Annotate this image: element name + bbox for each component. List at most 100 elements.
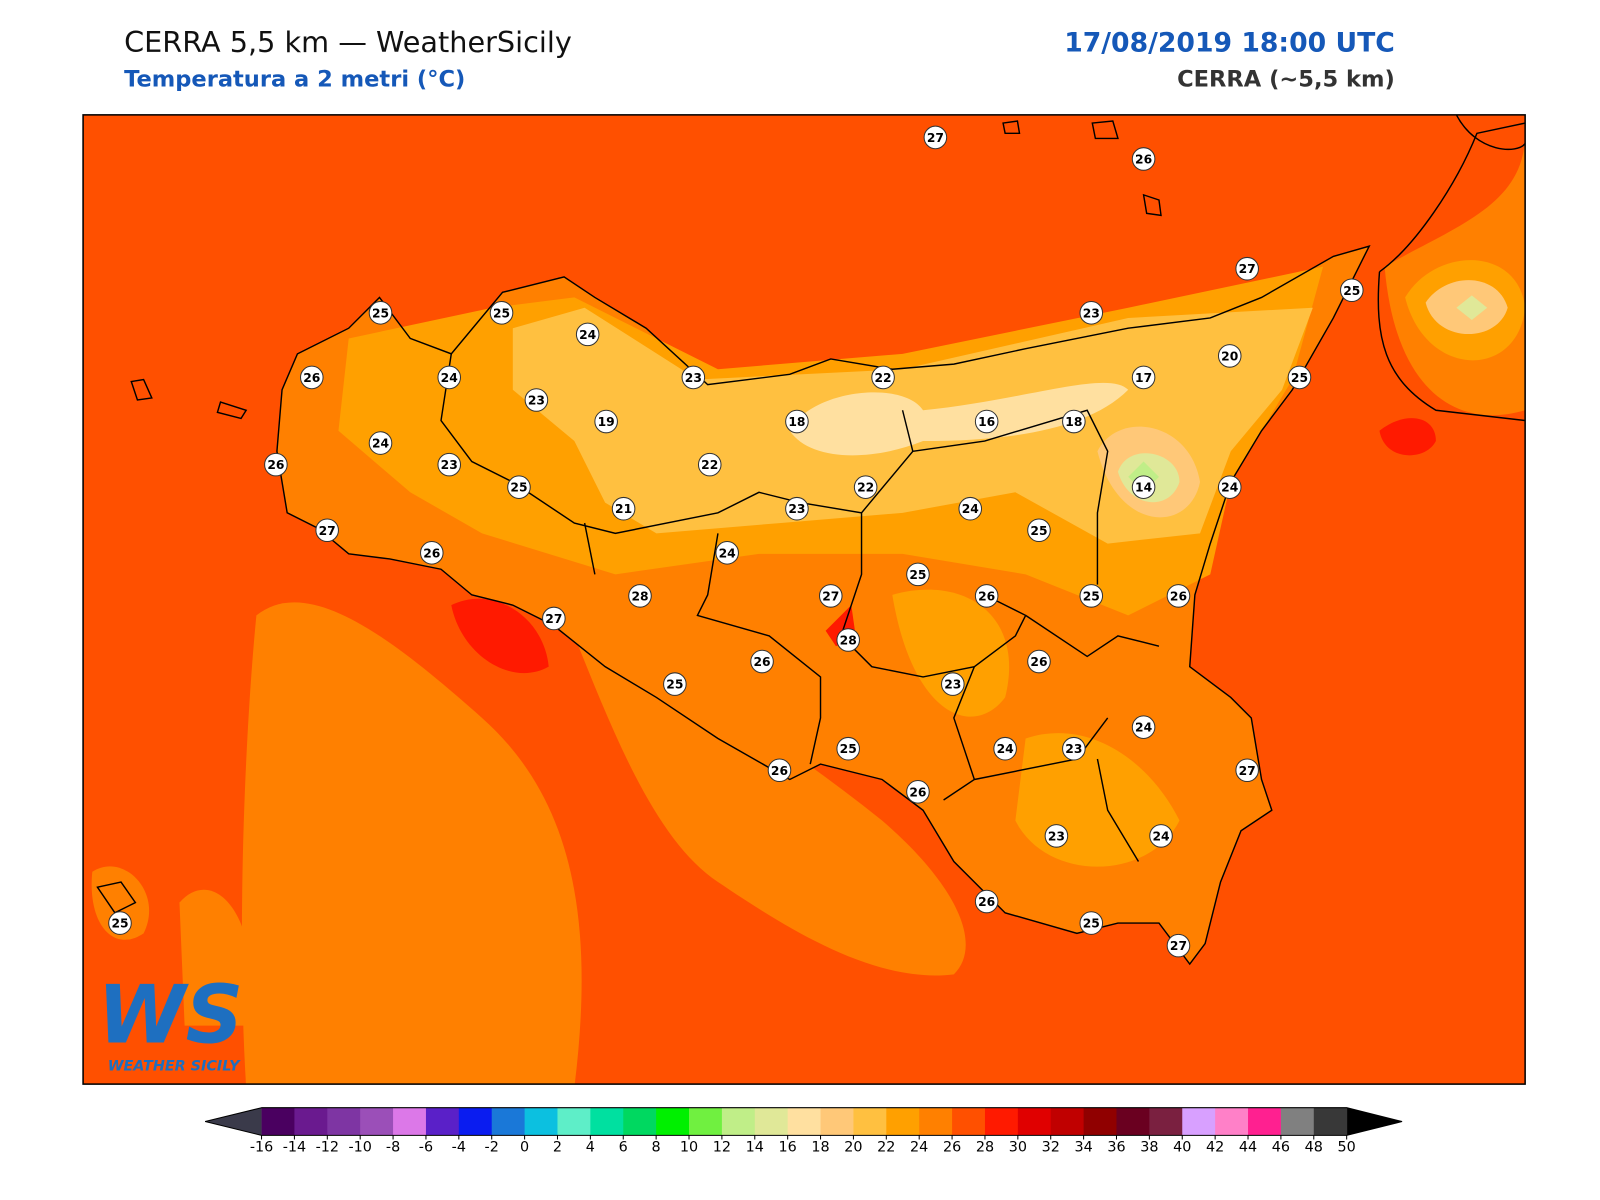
colorbar-tick-label: 34 bbox=[1074, 1140, 1092, 1156]
station-value: 23 bbox=[685, 371, 702, 385]
station-marker bbox=[1235, 758, 1259, 783]
logo: WS WEATHER SICILY bbox=[97, 968, 243, 1074]
colorbar-tick-label: -8 bbox=[386, 1140, 400, 1156]
station-value: 25 bbox=[1343, 284, 1360, 298]
colorbar-tick-label: 8 bbox=[652, 1140, 661, 1156]
station-value: 23 bbox=[1065, 742, 1082, 756]
station-value: 25 bbox=[111, 917, 128, 931]
station-marker bbox=[974, 409, 999, 434]
station-marker bbox=[681, 365, 706, 390]
station-value: 23 bbox=[1048, 829, 1065, 843]
station-value: 25 bbox=[666, 678, 683, 692]
model: CERRA (~5,5 km) bbox=[1177, 67, 1395, 93]
station-marker bbox=[264, 452, 288, 477]
station-value: 27 bbox=[1239, 764, 1256, 778]
colorbar-tick-label: 44 bbox=[1239, 1140, 1257, 1156]
colorbar-tick-label: 36 bbox=[1107, 1140, 1125, 1156]
colorbar-tick-label: 0 bbox=[520, 1140, 529, 1156]
station-marker bbox=[663, 672, 687, 696]
station-marker bbox=[974, 889, 999, 914]
colorbar-tick-label: -12 bbox=[316, 1140, 339, 1156]
station-marker bbox=[1166, 584, 1191, 608]
station-marker bbox=[715, 541, 739, 565]
station-value: 25 bbox=[372, 306, 389, 320]
station-value: 23 bbox=[788, 502, 805, 516]
colorbar-segment bbox=[491, 1107, 526, 1136]
colorbar-tick-label: 48 bbox=[1305, 1140, 1323, 1156]
colorbar-tick-label: 4 bbox=[586, 1140, 595, 1156]
station-value: 26 bbox=[267, 458, 284, 472]
datetime: 17/08/2019 18:00 UTC bbox=[1064, 28, 1395, 59]
station-marker bbox=[1027, 518, 1051, 543]
station-value: 20 bbox=[1221, 349, 1238, 363]
colorbar-tick-label: 30 bbox=[1009, 1140, 1027, 1156]
station-marker bbox=[594, 409, 618, 434]
colorbar-tick-label: 14 bbox=[746, 1140, 764, 1156]
station-marker bbox=[1062, 736, 1086, 761]
station-marker bbox=[853, 475, 878, 499]
colorbar-segment bbox=[984, 1107, 1019, 1136]
station-value: 26 bbox=[771, 764, 788, 778]
station-value: 24 bbox=[719, 546, 736, 560]
station-marker bbox=[941, 672, 965, 696]
station-value: 25 bbox=[1083, 917, 1100, 931]
logo-text: WEATHER SICILY bbox=[108, 1059, 241, 1075]
station-marker bbox=[974, 584, 999, 608]
station-value: 25 bbox=[909, 568, 926, 582]
station-marker bbox=[420, 541, 444, 565]
colorbar-tick-label: 22 bbox=[877, 1140, 895, 1156]
station-marker bbox=[818, 584, 843, 608]
station-value: 22 bbox=[701, 458, 718, 472]
station-value: 26 bbox=[303, 371, 320, 385]
station-marker bbox=[611, 496, 636, 521]
station-value: 26 bbox=[423, 546, 440, 560]
colorbar-segment bbox=[1050, 1107, 1085, 1136]
station-value: 21 bbox=[615, 502, 632, 516]
station-marker bbox=[542, 606, 566, 631]
colorbar-segment bbox=[458, 1107, 493, 1136]
colorbar-segment bbox=[853, 1107, 887, 1136]
colorbar-tick-label: 42 bbox=[1206, 1140, 1224, 1156]
colorbar-segment bbox=[787, 1107, 822, 1136]
colorbar-tick-label: 24 bbox=[910, 1140, 928, 1156]
colorbar-tick-label: 18 bbox=[811, 1140, 829, 1156]
station-value: 27 bbox=[319, 524, 336, 538]
colorbar-segment bbox=[327, 1107, 361, 1136]
colorbar-tick-label: 20 bbox=[844, 1140, 862, 1156]
station-value: 26 bbox=[1170, 589, 1187, 603]
station-marker bbox=[315, 518, 339, 543]
station-value: 24 bbox=[997, 742, 1014, 756]
colorbar-tick-label: -4 bbox=[452, 1140, 466, 1156]
station-marker bbox=[1079, 584, 1104, 608]
station-value: 16 bbox=[978, 415, 995, 429]
colorbar-tick-label: 46 bbox=[1272, 1140, 1290, 1156]
colorbar-segment bbox=[886, 1107, 920, 1136]
station-value: 23 bbox=[441, 458, 458, 472]
station-marker bbox=[906, 562, 930, 587]
station-value: 26 bbox=[1030, 655, 1047, 669]
colorbar-segment bbox=[754, 1107, 789, 1136]
station-value: 24 bbox=[1135, 721, 1152, 735]
station-value: 28 bbox=[631, 589, 648, 603]
stations: 27 26 27 25 25 25 24 23 20 26 24 23 22 17 25 23 19 18 16 18… bbox=[108, 125, 1364, 958]
station-value: 23 bbox=[528, 394, 545, 408]
station-marker bbox=[368, 301, 393, 325]
colorbar-tick-label: 2 bbox=[553, 1140, 562, 1156]
colorbar-segment bbox=[919, 1107, 953, 1136]
colorbar-segment bbox=[524, 1107, 558, 1136]
station-value: 27 bbox=[1170, 939, 1187, 953]
colorbar-tick-label: 16 bbox=[779, 1140, 797, 1156]
station-marker bbox=[1166, 933, 1191, 958]
map-frame bbox=[82, 114, 1526, 1085]
colorbar-segment bbox=[294, 1107, 328, 1136]
colorbar-tick-label: 12 bbox=[713, 1140, 731, 1156]
station-marker bbox=[1235, 256, 1259, 281]
colorbar-segment bbox=[360, 1107, 394, 1136]
station-value: 24 bbox=[441, 371, 458, 385]
colorbar-tick-label: -2 bbox=[485, 1140, 499, 1156]
colorbar-segment bbox=[425, 1107, 460, 1136]
station-marker bbox=[1079, 911, 1104, 935]
title: CERRA 5,5 km — WeatherSicily bbox=[124, 25, 572, 59]
colorbar-tick-label: -6 bbox=[419, 1140, 433, 1156]
station-marker bbox=[767, 758, 792, 783]
